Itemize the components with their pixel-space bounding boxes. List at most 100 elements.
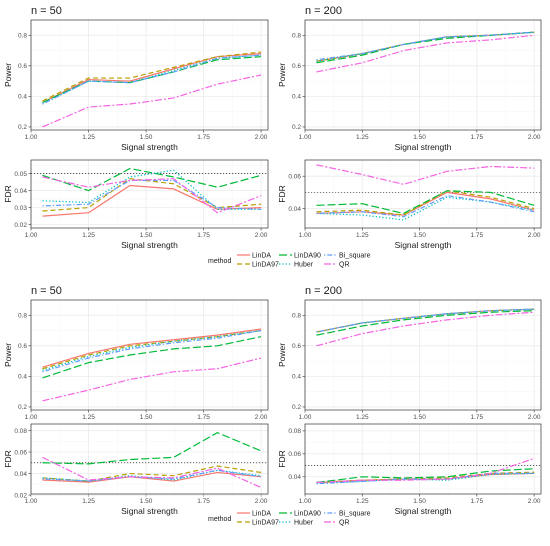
x-tick-label: 1.75 <box>197 414 210 421</box>
y-tick-label: 0.6 <box>292 63 301 70</box>
y-tick-label: 0.2 <box>292 124 301 131</box>
legend-2: method LinDA LinDA97 LinDA90 Huber Bi_square Q… <box>208 511 371 527</box>
series-line-qr <box>316 457 535 484</box>
y-tick-label: 0.06 <box>288 173 301 180</box>
panel-border <box>304 19 542 131</box>
y-tick-label: 0.6 <box>18 343 27 350</box>
x-tick-label: 1.00 <box>25 134 38 141</box>
legend-title: method <box>208 258 231 265</box>
panel-border <box>304 159 542 229</box>
x-tick-label: 1.50 <box>140 232 153 239</box>
panel-border <box>30 299 269 411</box>
panel-border <box>30 423 269 495</box>
y-tick-label: 0.2 <box>18 124 27 131</box>
series-line-bi-square <box>42 329 262 373</box>
legend-label: QR <box>339 262 350 269</box>
legend-item-bi-square: Bi_square <box>324 511 371 518</box>
x-tick-label: 1.25 <box>82 232 95 239</box>
x-tick-label: 1.00 <box>25 414 38 421</box>
chart-panel-7: 1.00 1.25 1.50 1.75 2.00 0.02 0.04 0.06 0.08 Sign… <box>3 423 269 516</box>
series-line-bi-square <box>316 31 535 61</box>
series-line-qr <box>316 34 535 73</box>
y-tick-label: 0.06 <box>14 449 27 456</box>
x-tick-label: 1.50 <box>140 134 153 141</box>
series-line-qr <box>316 164 535 185</box>
x-axis-label: Signal strength <box>121 240 178 250</box>
x-tick-label: 1.00 <box>25 498 38 505</box>
panel-title: n = 200 <box>305 5 342 17</box>
legend-item-qr: QR <box>324 262 350 269</box>
legend-label: LinDA97 <box>252 262 279 269</box>
y-tick-label: 0.08 <box>14 428 27 435</box>
x-tick-label: 2.00 <box>528 414 541 421</box>
chart-panel-6: 1.001.251.501.752.000.20.40.60.8n = 200S… <box>277 285 542 432</box>
x-axis-label: Signal strength <box>121 506 178 516</box>
legend-label: Huber <box>294 520 314 527</box>
y-tick-label: 0.04 <box>14 471 27 478</box>
x-tick-label: 1.75 <box>471 414 484 421</box>
y-axis-label: Power <box>3 63 13 87</box>
y-tick-label: 0.4 <box>292 94 301 101</box>
series-line-linda90 <box>316 31 535 64</box>
legend-label: QR <box>339 520 350 527</box>
series-line-bi-square <box>42 54 262 105</box>
x-tick-label: 2.00 <box>528 134 541 141</box>
chart-panel-2: 1.00 1.25 1.50 1.75 2.00 0.2 0.4 0.6 0.8 n = 200 S… <box>277 5 542 152</box>
x-tick-label: 1.25 <box>82 498 95 505</box>
x-tick-label: 1.75 <box>197 232 210 239</box>
x-tick-label: 2.00 <box>528 498 541 505</box>
x-tick-label: 1.00 <box>299 414 312 421</box>
legend-item-linda90: LinDA90 <box>279 511 321 518</box>
x-tick-label: 2.00 <box>255 134 268 141</box>
series-line-huber <box>42 329 262 371</box>
y-tick-label: 0.6 <box>18 63 27 70</box>
x-axis-label: Signal strength <box>395 142 452 152</box>
x-tick-label: 1.25 <box>356 498 369 505</box>
y-tick-label: 0.04 <box>14 188 27 195</box>
series-line-qr <box>42 176 262 214</box>
x-tick-label: 1.75 <box>197 134 210 141</box>
legend-item-linda97: LinDA97 <box>237 262 279 269</box>
legend-item-bi-square: Bi_square <box>324 253 371 260</box>
panel-background <box>31 160 268 228</box>
series-line-linda90 <box>42 56 262 104</box>
y-tick-label: 0.8 <box>18 313 27 320</box>
chart-panel-1: 1.00 1.25 1.50 1.75 2.00 0.2 0.4 0.6 0.8 n = 50 Si… <box>3 5 269 152</box>
series-line-linda90 <box>316 310 535 336</box>
legend-item-huber: Huber <box>279 520 314 527</box>
x-tick-label: 1.00 <box>25 232 38 239</box>
panel-title: n = 200 <box>305 285 342 297</box>
x-tick-label: 1.50 <box>413 414 426 421</box>
x-tick-label: 2.00 <box>255 232 268 239</box>
legend-label: LinDA90 <box>294 253 321 260</box>
x-tick-label: 1.75 <box>471 498 484 505</box>
y-tick-label: 0.8 <box>292 33 301 40</box>
y-axis-label: FDR <box>3 450 13 467</box>
series-line-qr <box>42 74 262 128</box>
y-tick-label: 0.2 <box>292 404 301 411</box>
series-line-linda90 <box>42 167 262 192</box>
chart-panel-8: 1.00 1.25 1.50 1.75 2.00 0.04 0.06 0.08 Signal s… <box>277 423 542 516</box>
y-tick-label: 0.4 <box>18 94 27 101</box>
y-axis-label: Power <box>277 63 287 87</box>
panel-title: n = 50 <box>31 285 62 297</box>
x-tick-label: 2.00 <box>255 414 268 421</box>
y-tick-label: 0.02 <box>14 222 27 229</box>
x-tick-label: 2.00 <box>528 232 541 239</box>
y-tick-label: 0.04 <box>288 474 301 481</box>
series-line-linda90 <box>42 336 262 379</box>
legend-label: Bi_square <box>339 511 371 518</box>
x-tick-label: 1.25 <box>356 134 369 141</box>
x-tick-label: 1.50 <box>140 498 153 505</box>
y-tick-label: 0.6 <box>292 343 301 350</box>
legend-item-huber: Huber <box>279 262 314 269</box>
series-line-linda97 <box>316 190 535 216</box>
legend-item-linda97: LinDA97 <box>237 520 279 527</box>
y-tick-label: 0.4 <box>18 374 27 381</box>
series-line-qr <box>42 456 262 489</box>
y-tick-label: 0.03 <box>14 205 27 212</box>
series-line-qr <box>42 357 262 402</box>
y-axis-label: FDR <box>3 185 13 202</box>
series-line-qr <box>316 311 535 347</box>
